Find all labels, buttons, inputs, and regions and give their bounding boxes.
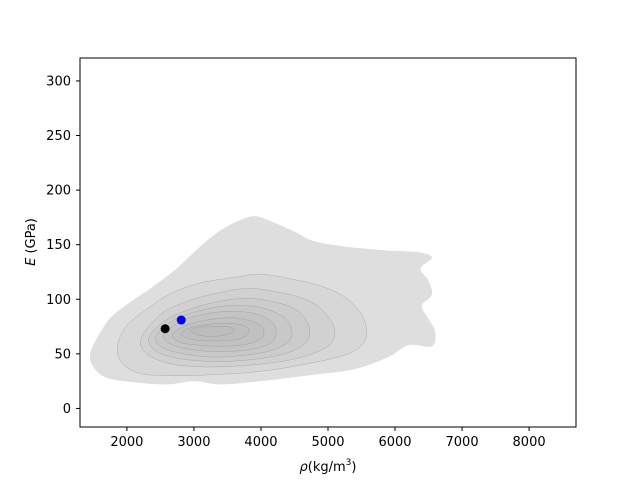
x-axis-label-unit-end: ) [351, 460, 356, 475]
data-point-2 [176, 315, 186, 325]
y-tick-label: 200 [46, 184, 71, 199]
y-axis-label: E (GPa) [24, 218, 39, 266]
density-contour-level-4 [148, 297, 311, 362]
y-tick-label: 250 [46, 129, 71, 144]
x-tick-label: 5000 [311, 435, 344, 450]
y-axis-label-symbol: E [24, 257, 39, 266]
x-tick-label: 3000 [177, 435, 210, 450]
y-tick-label: 150 [46, 238, 71, 253]
x-tick-label: 4000 [244, 435, 277, 450]
x-tick-label: 6000 [378, 435, 411, 450]
x-tick-label: 7000 [446, 435, 479, 450]
x-axis-label-superscript: 3 [346, 458, 352, 468]
y-tick-label: 300 [46, 74, 71, 89]
density-contour-level-3 [140, 288, 336, 368]
data-point-1 [160, 324, 170, 334]
y-tick-label: 50 [54, 347, 71, 362]
density-contour-level-6 [163, 310, 277, 352]
x-tick-label: 8000 [513, 435, 546, 450]
density-contour-level-9 [190, 326, 235, 337]
y-tick-label: 100 [46, 293, 71, 308]
y-tick-label: 0 [63, 402, 71, 417]
x-axis-ticks: 2000 3000 4000 5000 6000 7000 8000 [110, 427, 546, 450]
data-points [160, 315, 186, 334]
density-contours [89, 216, 436, 385]
x-axis-label: ρ(kg/m3) [300, 458, 357, 475]
y-axis-label-unit: (GPa) [24, 218, 39, 258]
density-contour-level-1 [89, 216, 436, 385]
y-axis-ticks: 0 50 100 150 200 250 300 [46, 74, 80, 417]
x-axis-label-symbol: ρ [300, 460, 309, 475]
x-tick-label: 2000 [110, 435, 143, 450]
x-axis-label-unit: (kg/m [308, 460, 346, 475]
